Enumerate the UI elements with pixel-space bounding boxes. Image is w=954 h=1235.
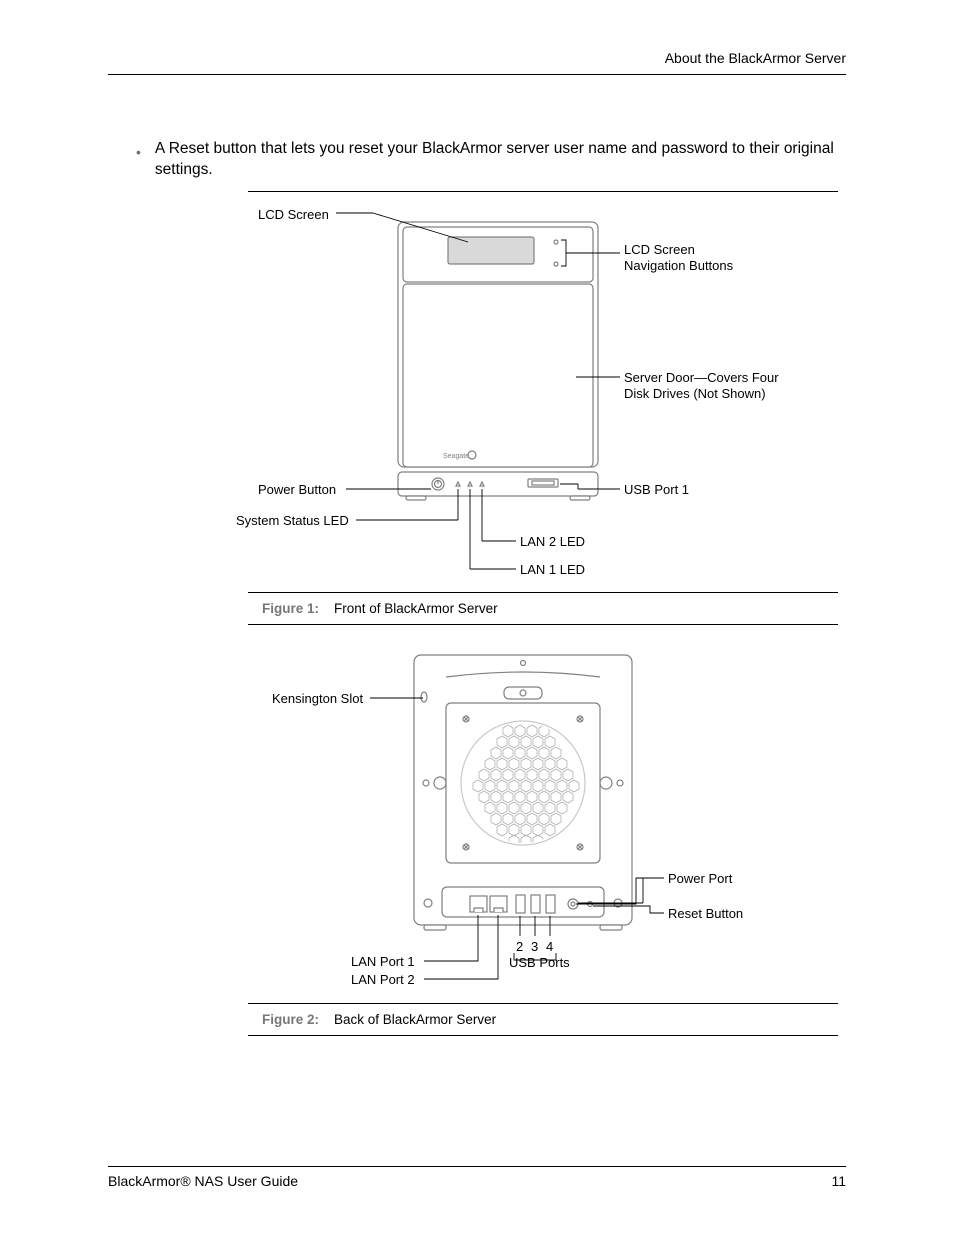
label-door-1: Server Door—Covers Four (624, 370, 779, 386)
bullet-marker: • (136, 139, 141, 181)
label-usb-234-4: 4 (546, 939, 553, 955)
label-lan-port-1: LAN Port 1 (351, 954, 415, 970)
label-usb-port-1: USB Port 1 (624, 482, 689, 498)
label-usb-ports: USB Ports (509, 955, 570, 971)
label-lan1-led: LAN 1 LED (520, 562, 585, 578)
label-power-port: Power Port (668, 871, 732, 887)
fig1-rule-bot (248, 624, 838, 625)
header-section: About the BlackArmor Server (108, 50, 846, 74)
fig2-caption-label: Figure 2: (262, 1012, 319, 1027)
label-lcd-nav-1: LCD Screen (624, 242, 695, 258)
figure-1: LCD Screen LCD Screen Navigation Buttons… (248, 191, 838, 625)
figure-2: Kensington Slot Power Port Reset Button … (248, 643, 838, 1036)
label-power-button: Power Button (258, 482, 336, 498)
fig2-caption-text: Back of BlackArmor Server (334, 1012, 496, 1027)
label-door-2: Disk Drives (Not Shown) (624, 386, 766, 402)
label-usb-234-2: 2 (516, 939, 523, 955)
header-rule (108, 74, 846, 75)
label-lan-port-2: LAN Port 2 (351, 972, 415, 988)
footer-guide: BlackArmor® NAS User Guide (108, 1173, 298, 1189)
label-system-status-led: System Status LED (236, 513, 349, 529)
fig1-caption: Figure 1: Front of BlackArmor Server (248, 593, 838, 624)
bullet-item: • A Reset button that lets you reset you… (108, 139, 846, 181)
fig1-caption-label: Figure 1: (262, 601, 319, 616)
fig1-caption-text: Front of BlackArmor Server (334, 601, 498, 616)
label-reset-button: Reset Button (668, 906, 743, 922)
label-lcd-screen: LCD Screen (258, 207, 329, 223)
fig2-caption: Figure 2: Back of BlackArmor Server (248, 1004, 838, 1035)
label-lcd-nav-2: Navigation Buttons (624, 258, 733, 274)
svg-text:Seagate: Seagate (443, 453, 469, 460)
fig2-rule-bot (248, 1035, 838, 1036)
label-kensington: Kensington Slot (272, 691, 363, 707)
label-usb-234-3: 3 (531, 939, 538, 955)
label-lan2-led: LAN 2 LED (520, 534, 585, 550)
bullet-text: A Reset button that lets you reset your … (155, 139, 846, 181)
footer-page: 11 (831, 1173, 846, 1189)
page-footer: BlackArmor® NAS User Guide 11 (108, 1166, 846, 1189)
